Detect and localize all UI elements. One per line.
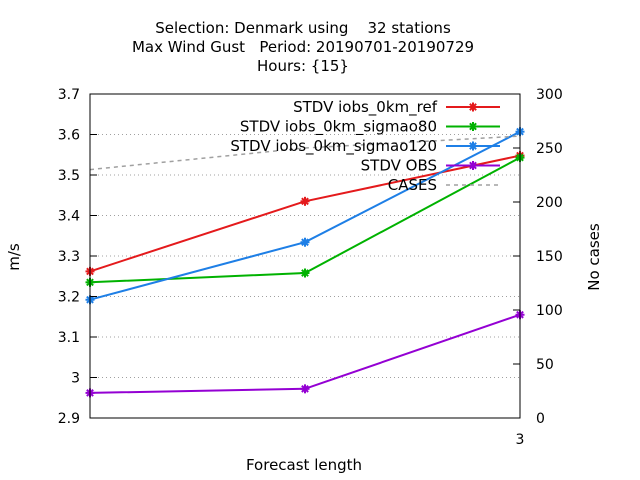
series-line (89, 313, 521, 394)
legend-item: STDV iobs_0km_sigmao80 (240, 118, 500, 137)
data-point (300, 237, 310, 247)
y-tick-label: 2.9 (58, 411, 80, 427)
y2-tick-label: 300 (536, 87, 563, 103)
legend-item: STDV iobs_0km_ref (293, 98, 500, 117)
legend-label: STDV iobs_0km_sigmao80 (240, 118, 437, 137)
axes: 2.9 3 3.1 3.2 3.3 3.4 3.5 3.6 3.7 0 50 100 150 200 250… (58, 87, 563, 448)
chart-title-line-2: Max Wind Gust Period: 20190701-20190729 (132, 38, 474, 56)
series-2 (85, 153, 525, 287)
series-line (89, 135, 521, 171)
legend-marker (468, 102, 478, 112)
legend-marker (468, 141, 478, 151)
series-1 (85, 151, 525, 276)
legend-marker (468, 161, 478, 170)
series-line (89, 156, 521, 284)
legend-label: STDV iobs_0km_sigmao120 (230, 137, 437, 156)
series-4 (85, 310, 525, 398)
x-tick-label: 3 (516, 432, 525, 448)
y-tick-label: 3.3 (58, 249, 80, 265)
legend-label: CASES (388, 176, 437, 194)
legend-item: STDV iobs_0km_sigmao120 (230, 137, 500, 156)
y2-tick-label: 100 (536, 303, 563, 319)
legend-item: CASES (388, 176, 500, 194)
y-tick-label: 3.7 (58, 87, 80, 103)
chart-title-line-1: Selection: Denmark using 32 stations (155, 19, 451, 37)
y-tick-label: 3.4 (58, 209, 80, 225)
legend-marker (468, 122, 478, 131)
y2-tick-label: 250 (536, 141, 563, 157)
legend-label: STDV OBS (361, 157, 437, 175)
chart-title-line-3: Hours: {15} (257, 57, 349, 75)
y2-tick-label: 200 (536, 195, 563, 211)
legend-item: STDV OBS (361, 157, 500, 175)
y2-tick-label: 50 (536, 357, 554, 373)
data-point (300, 268, 310, 278)
y2-axis-label: No cases (585, 223, 603, 291)
y-tick-label: 3.6 (58, 128, 80, 144)
series-5 (89, 135, 521, 171)
series-line (89, 154, 521, 273)
plot-series (85, 127, 525, 398)
data-point (300, 196, 310, 206)
y-tick-label: 3.5 (58, 168, 80, 184)
y2-tick-label: 0 (536, 411, 545, 427)
y-tick-label: 3.1 (58, 330, 80, 346)
y-tick-label: 3.2 (58, 290, 80, 306)
y-tick-label: 3 (71, 371, 80, 387)
y-axis-label: m/s (5, 243, 23, 271)
legend-label: STDV iobs_0km_ref (293, 98, 438, 117)
y2-tick-label: 150 (536, 249, 563, 265)
data-point (300, 384, 310, 394)
x-axis-label: Forecast length (246, 456, 362, 474)
grid (90, 134, 520, 378)
